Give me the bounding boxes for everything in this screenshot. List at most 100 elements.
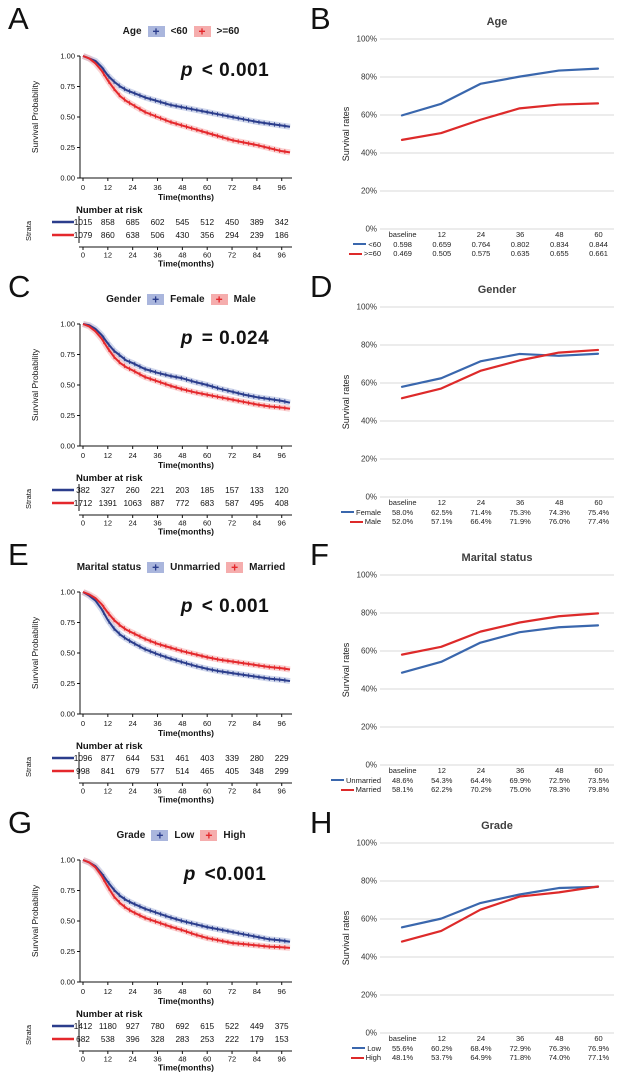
y-tick-label: 1.00: [60, 320, 75, 329]
legend-swatch-blue-icon: +: [151, 829, 169, 841]
rates-series-label-blue: <60: [300, 240, 383, 249]
y-tick-label: 20%: [361, 991, 377, 1000]
legend-swatch-blue-icon: +: [147, 25, 165, 37]
rates-value: 0.655: [549, 249, 569, 259]
panel-letter-e: E: [8, 537, 29, 572]
rates-table-age: baseline 12 24 36 48 60 <60 0.598 0.659 0.764 0.80…: [300, 230, 619, 259]
rates-col-header: 36: [515, 1034, 525, 1044]
x-tick-label: 12: [104, 719, 112, 728]
rates-value: 69.9%: [509, 775, 531, 785]
legend-line-icon: [340, 788, 354, 791]
rates-table-row: Male 52.0% 57.1% 66.4% 71.9% 76.0% 77.4%: [300, 517, 619, 527]
rates-col-header: 12: [437, 498, 446, 508]
risk-number: 294: [225, 230, 239, 240]
km-curve-blue: [82, 859, 291, 943]
risk-number: 430: [175, 230, 189, 240]
risk-number: 1079: [74, 230, 93, 240]
risk-x-tick-label: 24: [129, 1055, 137, 1064]
rates-col-header: 48: [555, 766, 564, 776]
risk-number: 356: [200, 230, 214, 240]
y-tick-label: 0.25: [60, 143, 75, 152]
rates-value: 68.4%: [470, 1043, 492, 1053]
risk-number: 1063: [123, 498, 142, 508]
km-curve-blue: [82, 55, 291, 128]
km-legend-grade: Grade + Low + High: [62, 829, 300, 841]
rates-col-header: 24: [476, 498, 486, 508]
rates-value: 0.834: [549, 239, 569, 249]
risk-number: 1391: [99, 498, 118, 508]
panel-letter-h: H: [310, 805, 333, 840]
rates-value: 72.9%: [509, 1043, 531, 1053]
y-tick-label: 100%: [357, 303, 377, 312]
risk-number: 495: [250, 498, 264, 508]
rates-value: 71.8%: [509, 1053, 531, 1063]
risk-number: 450: [225, 217, 239, 227]
rates-plot-svg-marital: 100% 80% 60% 40% 20% 0% Survival rates: [341, 571, 614, 770]
risk-x-tick-label: 96: [278, 251, 286, 260]
risk-number: 382: [76, 485, 90, 495]
x-tick-label: 36: [153, 719, 161, 728]
x-tick-label: 36: [153, 987, 161, 996]
rates-value: 60.2%: [431, 1043, 453, 1053]
risk-number: 998: [76, 766, 90, 776]
legend-line-icon: [348, 252, 362, 255]
risk-number: 348: [250, 766, 264, 776]
risk-x-tick-label: 60: [203, 519, 211, 528]
risk-number: 514: [175, 766, 189, 776]
y-tick-label: 80%: [361, 341, 377, 350]
p-symbol: p: [183, 864, 196, 885]
rate-line-blue: [400, 67, 600, 117]
rates-value: 71.9%: [509, 517, 531, 527]
risk-x-axis-title: Time(months): [158, 1063, 214, 1072]
rates-value: 62.5%: [431, 507, 453, 517]
rates-col-header: 60: [594, 766, 603, 776]
risk-x-axis-title: Time(months): [158, 527, 214, 537]
p-symbol: p: [180, 60, 193, 81]
y-tick-label: 0.25: [60, 411, 75, 420]
x-tick-label: 72: [228, 183, 236, 192]
strata-label: Strata: [24, 756, 33, 777]
risk-number: 522: [225, 1021, 239, 1031]
rates-value: 76.3%: [548, 1043, 570, 1053]
legend-title: Grade: [116, 830, 146, 841]
p-text: < 0.001: [195, 596, 270, 617]
y-tick-label: 40%: [361, 149, 377, 158]
panel-letter-d: D: [310, 269, 333, 304]
rates-value: 0.764: [471, 239, 491, 249]
y-tick-label: 0.75: [60, 82, 75, 91]
y-tick-label: 20%: [361, 455, 377, 464]
risk-x-tick-label: 48: [178, 1055, 186, 1064]
risk-number: 221: [151, 485, 165, 495]
y-axis-title: Survival rates: [341, 910, 351, 965]
y-tick-label: 60%: [361, 379, 377, 388]
rates-value: 74.3%: [548, 507, 570, 517]
y-tick-label: 0.50: [60, 649, 75, 658]
y-tick-label: 40%: [361, 953, 377, 962]
risk-number: 405: [225, 766, 239, 776]
km-curve-red: [82, 591, 291, 671]
x-tick-label: 24: [129, 183, 137, 192]
risk-x-axis-title: Time(months): [158, 259, 214, 269]
rates-col-header: baseline: [388, 1034, 417, 1044]
km-plot-svg-age: 1.00 0.75 0.50 0.25 0.00 0 12 24 36 48 60 72 84 96 Tim…: [24, 52, 292, 269]
risk-number: 403: [200, 753, 214, 763]
rates-col-header: 48: [555, 498, 564, 508]
km-plot-svg-marital: 1.00 0.75 0.50 0.25 0.00 0 12 24 36 48 60 72 84 96 Tim…: [24, 588, 292, 804]
risk-table-title: Number at risk: [76, 741, 143, 752]
rates-col-header: baseline: [388, 498, 417, 508]
risk-number: 1096: [74, 753, 93, 763]
risk-number: 327: [101, 485, 115, 495]
x-tick-label: 48: [178, 719, 186, 728]
risk-x-tick-label: 84: [253, 519, 261, 528]
panel-letter-f: F: [310, 537, 329, 572]
rates-table-grade: baseline 12 24 36 48 60 Low 55.6% 60.2% 68.4% 72.9…: [300, 1034, 619, 1063]
x-axis-title: Time(months): [158, 460, 214, 470]
rates-plot-svg-grade: 100% 80% 60% 40% 20% 0% Survival rates: [341, 839, 614, 1038]
y-tick-label: 60%: [361, 111, 377, 120]
x-tick-label: 0: [81, 451, 85, 460]
risk-x-tick-label: 24: [129, 787, 137, 796]
rates-title: Marital status: [461, 552, 533, 564]
rates-value: 62.2%: [431, 785, 453, 795]
rates-value: 79.8%: [587, 785, 610, 795]
risk-x-tick-label: 84: [253, 251, 261, 260]
